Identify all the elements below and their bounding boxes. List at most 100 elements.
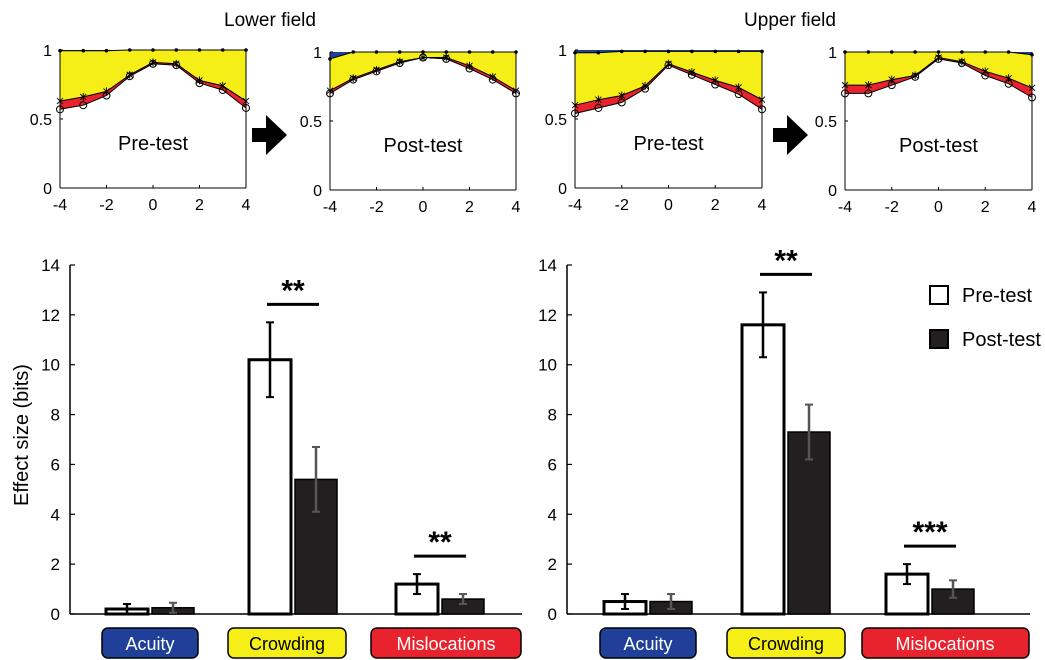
performance-point: [195, 79, 204, 88]
panel-label: Pre-test: [118, 133, 188, 155]
panel-x-tick-label: 2: [465, 199, 474, 216]
panel-x-tick-label: -4: [53, 197, 67, 214]
panel-y-tick-label: 0: [43, 181, 52, 198]
performance-point: [372, 67, 381, 76]
performance-point: [981, 71, 990, 80]
performance-point: [911, 72, 920, 81]
performance-point: [419, 53, 427, 62]
performance-point: [641, 84, 650, 93]
mislocations-badge-lower: [370, 627, 522, 659]
bar-y-tick-label: 0: [51, 605, 60, 624]
top-line-point: [490, 50, 495, 54]
top-line-point: [596, 50, 601, 55]
performance-point: [218, 86, 227, 95]
bar-y-tick-label: 2: [51, 555, 60, 574]
top-line-point: [936, 50, 941, 54]
upper-field-title: Upper field: [744, 10, 836, 31]
panel-y-tick-label: 0.5: [545, 112, 567, 129]
top-line-point: [81, 48, 86, 53]
pre-test-bar-crowding: [740, 323, 786, 616]
top-line-point: [104, 48, 109, 53]
crowding-line-point: [466, 61, 473, 70]
bar-y-tick-label: 8: [51, 406, 60, 425]
significance-stars: **: [774, 244, 798, 277]
acuity-badge-upper: [599, 627, 697, 659]
top-line-point: [913, 50, 917, 54]
lower-field-title: Lower field: [224, 10, 316, 31]
performance-point: [442, 54, 451, 63]
significance-stars: **: [281, 274, 305, 307]
performance-point: [395, 59, 404, 68]
panel-label: Pre-test: [633, 133, 703, 155]
mislocations-band: [575, 63, 762, 114]
panel-x-tick-label: 2: [195, 197, 204, 214]
bar-y-tick-label: 14: [41, 256, 60, 275]
crowding-line-point: [1005, 74, 1012, 83]
acuity-badge-upper-label: Acuity: [623, 634, 672, 654]
performance-point: [687, 70, 696, 79]
panel-y-tick-label: 1: [828, 45, 837, 62]
panel-x-tick-label: -2: [99, 197, 113, 214]
panel-x-tick-label: 4: [512, 199, 521, 216]
top-line-point: [421, 50, 425, 54]
crowding-line-point: [79, 92, 87, 101]
category-badges-lower: Acuity Crowding Mislocations: [101, 627, 522, 659]
bar-y-axis-label: Effect size (bits): [11, 364, 33, 506]
panel-x-tick-label: 4: [242, 197, 251, 214]
category-badges-upper: Acuity Crowding Mislocations: [599, 627, 1030, 659]
performance-point: [102, 91, 111, 100]
performance-point: [79, 101, 88, 110]
panel-y-tick-label: 0.5: [815, 114, 837, 131]
top-line-point: [1006, 50, 1011, 54]
performance-point: [711, 80, 720, 89]
top-line-point: [619, 49, 624, 54]
bar-y-tick-label: 12: [41, 306, 60, 325]
crowding-line-point: [419, 53, 427, 62]
acuity-badge-lower-label: Acuity: [125, 634, 174, 654]
pre-test-bar-crowding: [247, 358, 293, 616]
panel-y-tick-label: 0: [558, 181, 567, 198]
bar-y-tick-label: 10: [41, 356, 60, 375]
crowding-line-point: [103, 87, 110, 96]
bar-y-tick-label: 6: [548, 455, 557, 474]
crowding-line-point: [688, 68, 696, 77]
performance-point: [664, 61, 673, 70]
bar-y-tick-label: 6: [51, 455, 60, 474]
panel-y-tick-label: 0.5: [300, 114, 322, 131]
panel-x-tick-label: 0: [934, 199, 943, 216]
significance-stars: ***: [912, 516, 947, 549]
crowding-line-point: [489, 72, 497, 81]
panel-label: Post-test: [384, 135, 463, 157]
crowding-line-point: [219, 81, 227, 90]
performance-point: [887, 81, 896, 90]
bar-y-tick-label: 14: [538, 256, 557, 275]
performance-point: [617, 98, 626, 107]
top-line-point: [866, 50, 871, 54]
top-line-point: [713, 49, 718, 54]
top-line-point: [889, 50, 894, 54]
top-line-point: [643, 49, 647, 54]
top-line-point: [220, 48, 225, 52]
performance-point: [934, 54, 943, 63]
crowding-band: [575, 51, 762, 106]
arrow-icon-lower: [252, 115, 287, 155]
panel-x-tick-label: -4: [568, 197, 582, 214]
legend-pre-label: Pre-test: [962, 285, 1032, 307]
legend-post-label: Post-test: [962, 329, 1041, 351]
bar-y-tick-label: 0: [548, 605, 557, 624]
legend: Pre-test Post-test: [929, 285, 1041, 351]
panel-x-tick-label: 0: [149, 197, 158, 214]
crowding-line-point: [595, 95, 602, 104]
crowding-line-point: [981, 67, 989, 76]
performance-point: [594, 103, 603, 112]
crowding-line-point: [711, 76, 719, 85]
crowding-line-point: [865, 81, 872, 90]
crowding-band: [330, 52, 516, 91]
panel-x-tick-label: 2: [711, 197, 720, 214]
bar-y-tick-label: 10: [538, 356, 557, 375]
top-line-point: [351, 50, 356, 54]
performance-point: [125, 72, 134, 81]
performance-point: [957, 59, 966, 68]
performance-point: [1004, 79, 1013, 88]
